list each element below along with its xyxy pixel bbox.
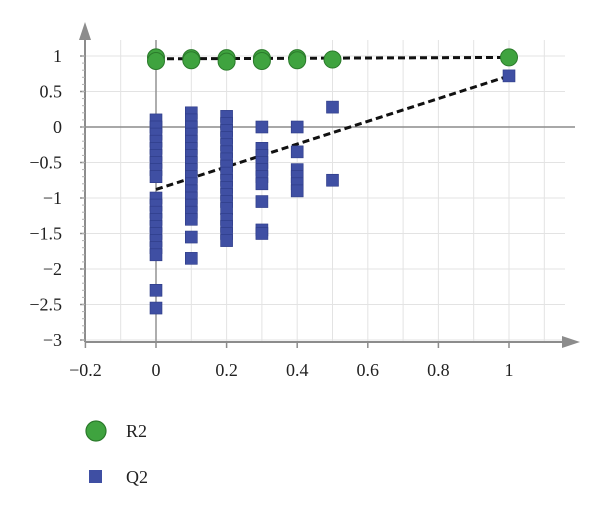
q2-point bbox=[502, 69, 516, 83]
q2-point bbox=[149, 170, 163, 183]
x-tick-label: 0.2 bbox=[215, 360, 238, 380]
grid-lines bbox=[85, 40, 565, 342]
y-tick-label: −2 bbox=[43, 259, 62, 279]
q2-point bbox=[220, 234, 233, 247]
q2-point bbox=[255, 177, 269, 191]
x-tick-label: 0 bbox=[152, 360, 161, 380]
q2-point bbox=[185, 252, 198, 265]
q2-point bbox=[326, 173, 339, 187]
q2-point bbox=[255, 195, 269, 208]
q2-point bbox=[220, 202, 233, 215]
tick-labels: 1 0.5 0 −0.5 −1 −1.5 −2 −2.5 −3 −0.2 0 0.2 0.4 0.6 0.8… bbox=[29, 46, 513, 380]
y-tick-label: −3 bbox=[43, 330, 62, 350]
y-tick-label: −1 bbox=[43, 188, 62, 208]
data-points bbox=[147, 48, 518, 315]
q2-point bbox=[290, 120, 304, 134]
x-tick-label: 0.4 bbox=[286, 360, 309, 380]
r2-point bbox=[288, 51, 307, 70]
r2-point bbox=[147, 51, 165, 70]
q2-point bbox=[255, 120, 269, 134]
y-tick-label: 1 bbox=[53, 46, 62, 66]
r2-point bbox=[323, 50, 342, 69]
legend-q2-label: Q2 bbox=[126, 467, 148, 487]
legend-q2-marker bbox=[89, 470, 102, 483]
q2-point bbox=[149, 283, 163, 297]
legend-item-q2: Q2 bbox=[89, 467, 148, 487]
y-tick-label: 0 bbox=[53, 117, 62, 137]
axes bbox=[79, 22, 580, 348]
r2-point bbox=[182, 51, 201, 70]
y-tick-label: 0.5 bbox=[40, 82, 63, 102]
q2-point bbox=[149, 301, 163, 315]
legend: R2 Q2 bbox=[85, 420, 148, 487]
legend-r2-marker bbox=[85, 420, 107, 442]
q2-point bbox=[290, 145, 304, 159]
legend-r2-label: R2 bbox=[126, 421, 147, 441]
x-tick-label: −0.2 bbox=[69, 360, 102, 380]
y-axis-arrow bbox=[79, 22, 91, 40]
x-tick-label: 0.8 bbox=[427, 360, 450, 380]
r2-point bbox=[217, 52, 236, 71]
y-tick-label: −1.5 bbox=[29, 224, 62, 244]
r2-point bbox=[252, 51, 271, 70]
legend-item-r2: R2 bbox=[85, 420, 147, 442]
x-tick-label: 1 bbox=[505, 360, 514, 380]
q2-point bbox=[255, 227, 269, 240]
q2-point bbox=[326, 100, 339, 114]
q2-point bbox=[149, 248, 163, 262]
x-axis-arrow bbox=[562, 336, 580, 348]
x-tick-label: 0.6 bbox=[357, 360, 380, 380]
q2-point bbox=[185, 230, 198, 244]
q2-point bbox=[185, 213, 198, 226]
y-tick-label: −0.5 bbox=[29, 153, 62, 173]
y-tick-label: −2.5 bbox=[29, 295, 62, 315]
r2-point bbox=[500, 48, 518, 67]
trend-line-q2 bbox=[155, 74, 510, 191]
q2-point bbox=[290, 184, 304, 198]
